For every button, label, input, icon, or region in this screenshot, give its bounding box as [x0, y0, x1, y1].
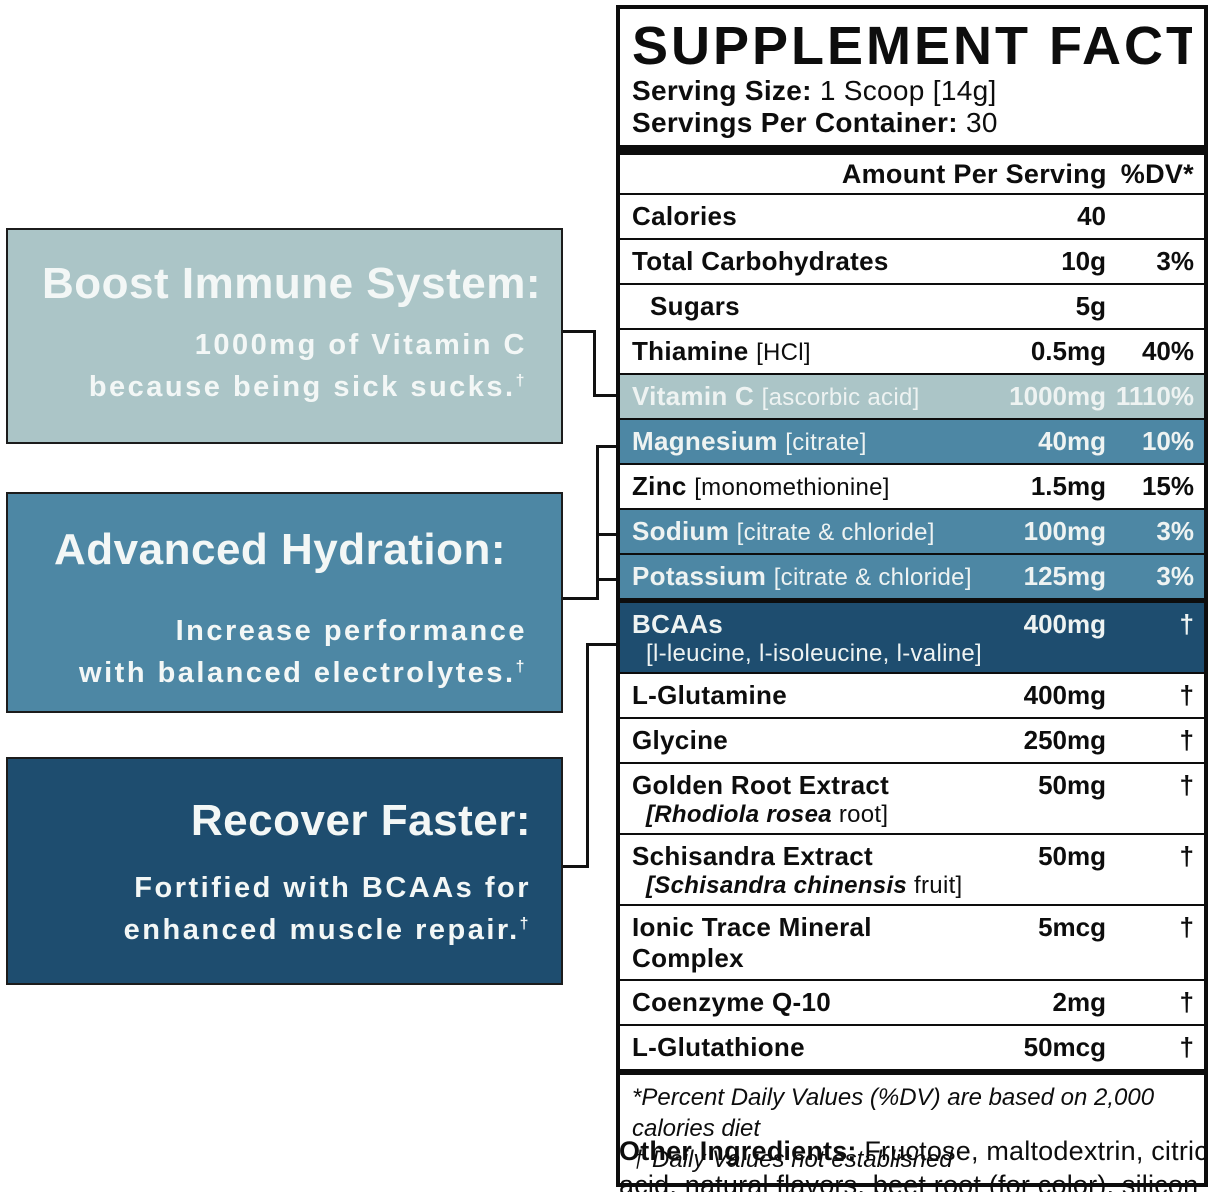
table-row-sodium: Sodium [citrate & chloride] 100mg 3%	[620, 508, 1204, 553]
connector-hydration-vertical	[596, 445, 599, 600]
table-row-thiamine: Thiamine [HCl] 0.5mg 40%	[620, 328, 1204, 373]
callout-recover-faster: Recover Faster: Fortified with BCAAs for…	[6, 757, 563, 985]
table-row-glycine: Glycine 250mg †	[620, 717, 1204, 762]
header-divider-bar	[620, 145, 1204, 155]
connector-immune-horizontal	[563, 330, 596, 333]
table-row-l-glutamine: L-Glutamine 400mg †	[620, 672, 1204, 717]
column-header-row: Amount Per Serving %DV*	[620, 155, 1204, 193]
table-row-schisandra-extract: Schisandra Extract [Schisandra chinensis …	[620, 833, 1204, 904]
panel-title: SUPPLEMENT FACTS	[632, 17, 1192, 75]
table-row-calories: Calories 40	[620, 193, 1204, 238]
table-row-l-glutathione: L-Glutathione 50mcg †	[620, 1024, 1204, 1069]
other-ingredients-label: Other Ingredients:	[619, 1136, 857, 1166]
dagger-mark: †	[519, 915, 531, 933]
connector-immune-vertical	[593, 330, 596, 397]
connector-recover-stub-bcaas	[586, 643, 620, 646]
table-row-coenzyme-q-10: Coenzyme Q-10 2mg †	[620, 979, 1204, 1024]
table-row-bcaas: BCAAs [l-leucine, l-isoleucine, l-valine]…	[620, 598, 1204, 672]
callout-subtitle: Fortified with BCAAs for enhanced muscle …	[123, 872, 531, 947]
connector-hydration-exit	[563, 597, 599, 600]
connector-recover-vertical	[586, 643, 589, 868]
connector-hydration-stub-potassium	[596, 578, 620, 581]
table-row-sugars: Sugars 5g	[620, 283, 1204, 328]
column-header-amount: Amount Per Serving	[841, 159, 1107, 189]
daily-value-footnote: *Percent Daily Values (%DV) are based on…	[620, 1069, 1204, 1183]
callout-boost-immune-system: Boost Immune System: 1000mg of Vitamin C…	[6, 228, 563, 444]
connector-immune-stub-vitamin-c	[593, 394, 620, 397]
callout-subtitle: Increase performance with balanced electr…	[79, 615, 527, 690]
dagger-mark: †	[515, 658, 527, 676]
supplement-facts-panel: SUPPLEMENT FACTS Serving Size: 1 Scoop […	[616, 5, 1208, 1187]
serving-size-line: Serving Size: 1 Scoop [14g]	[632, 75, 997, 106]
connector-hydration-stub-magnesium	[596, 445, 620, 448]
table-row-vitamin-c: Vitamin C [ascorbic acid] 1000mg 1110%	[620, 373, 1204, 418]
panel-header: SUPPLEMENT FACTS Serving Size: 1 Scoop […	[620, 9, 1204, 145]
callout-advanced-hydration: Advanced Hydration: Increase performance…	[6, 492, 563, 713]
other-ingredients: Other Ingredients: Fructose, maltodextri…	[619, 1134, 1211, 1192]
table-row-ionic-trace-mineral-complex: Ionic Trace Mineral Complex 5mcg †	[620, 904, 1204, 979]
other-ingredients-text: Fructose, maltodextrin, citric acid, nat…	[619, 1136, 1208, 1192]
table-row-magnesium: Magnesium [citrate] 40mg 10%	[620, 418, 1204, 463]
column-header-dv: %DV*	[1120, 159, 1194, 189]
table-row-golden-root-extract: Golden Root Extract [Rhodiola rosea root]…	[620, 762, 1204, 833]
dagger-mark: †	[515, 372, 527, 390]
servings-per-container-line: Servings Per Container: 30	[632, 107, 998, 138]
table-row-total-carbohydrates: Total Carbohydrates 10g 3%	[620, 238, 1204, 283]
callout-title: Boost Immune System:	[42, 259, 541, 308]
callout-title: Advanced Hydration:	[54, 525, 507, 574]
table-row-potassium: Potassium [citrate & chloride] 125mg 3%	[620, 553, 1204, 598]
connector-hydration-stub-sodium	[596, 533, 620, 536]
table-row-zinc: Zinc [monomethionine] 1.5mg 15%	[620, 463, 1204, 508]
connector-recover-exit	[563, 865, 589, 868]
callout-title: Recover Faster:	[190, 796, 531, 845]
